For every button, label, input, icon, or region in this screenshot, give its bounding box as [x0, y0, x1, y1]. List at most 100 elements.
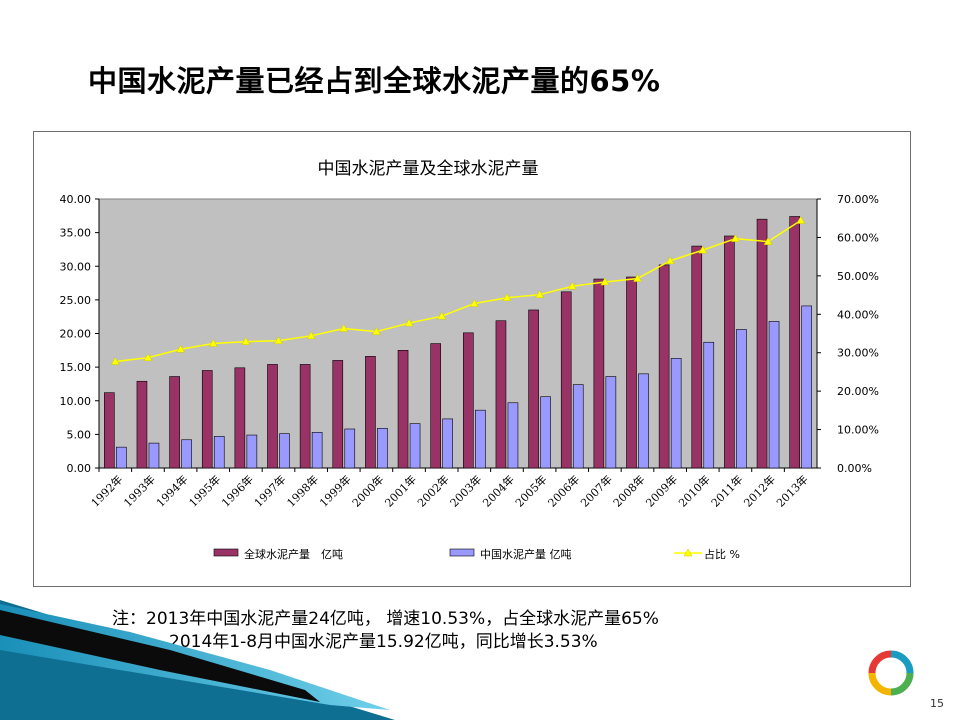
ratio-point — [665, 256, 675, 265]
x-tick-label: 2004年 — [480, 472, 517, 509]
x-tick-label: 2010年 — [675, 472, 712, 509]
notes: 注：2013年中国水泥产量24亿吨， 增速10.53%，占全球水泥产量65% 2… — [112, 608, 659, 654]
bar-global — [724, 235, 735, 469]
bar-china — [311, 432, 323, 469]
ratio-point — [698, 245, 708, 254]
bar-global — [593, 278, 605, 469]
y-right-tick-label: 60.00% — [837, 231, 879, 244]
bar-global — [397, 350, 409, 469]
bar-global — [789, 216, 800, 469]
bar-global — [756, 218, 768, 469]
logo-icon — [868, 650, 914, 696]
ratio-point — [274, 336, 283, 345]
bar-global — [267, 364, 278, 469]
x-tick-label: 1995年 — [186, 472, 223, 509]
bar-china — [540, 396, 551, 469]
x-tick-label: 1996年 — [219, 472, 256, 509]
bar-global — [495, 320, 507, 469]
bar-global — [201, 370, 213, 469]
x-tick-label: 1993年 — [121, 472, 158, 509]
ratio-point — [763, 237, 773, 245]
chart-title: 中国水泥产量及全球水泥产量 — [318, 159, 539, 179]
y-right-tick-label: 20.00% — [837, 385, 879, 398]
ratio-point — [143, 353, 153, 361]
bar-global — [169, 376, 180, 469]
bar-global — [104, 392, 115, 469]
ratio-point — [339, 324, 349, 332]
bar-global — [626, 276, 637, 469]
ratio-point — [730, 234, 740, 242]
note-line-1: 注：2013年中国水泥产量24亿吨， 增速10.53%，占全球水泥产量65% — [112, 609, 659, 629]
bar-global — [528, 309, 539, 469]
ratio-point — [600, 277, 610, 286]
legend-label: 全球水泥产量 亿吨 — [244, 547, 343, 561]
ratio-point — [796, 216, 806, 224]
bar-china — [801, 305, 812, 469]
bar-china — [181, 439, 192, 469]
bar-china — [279, 433, 290, 469]
x-tick-label: 1992年 — [88, 472, 125, 509]
bar-global — [658, 264, 670, 469]
x-tick-label: 2005年 — [512, 472, 549, 509]
ratio-point — [176, 344, 186, 353]
bar-china — [116, 446, 127, 469]
bar-china — [475, 409, 486, 469]
bar-china — [148, 442, 160, 469]
ratio-point — [241, 337, 251, 345]
x-tick-label: 2000年 — [349, 472, 386, 509]
bar-global — [299, 364, 311, 469]
note-line-2: 2014年1-8月中国水泥产量15.92亿吨，同比增长3.53% — [169, 632, 598, 652]
x-tick-label: 2006年 — [545, 472, 582, 509]
slide-title: 中国水泥产量已经占到全球水泥产量的65% — [88, 64, 661, 98]
bar-china — [246, 434, 258, 469]
ratio-point — [567, 281, 577, 290]
x-tick-label: 2001年 — [382, 472, 419, 509]
ratio-point — [110, 357, 120, 365]
y-left-tick-label: 40.00 — [60, 193, 92, 206]
x-tick-label: 2008年 — [610, 472, 647, 509]
legend-swatch — [213, 548, 239, 557]
y-left-tick-label: 0.00 — [67, 462, 92, 475]
y-right-tick-label: 0.00% — [837, 462, 872, 475]
y-left-tick-label: 20.00 — [60, 328, 92, 341]
chart-svg: 中国水泥产量及全球水泥产量 0.00 5.00 10.00 15.00 20.00 25.0… — [60, 159, 879, 561]
legend-swatch — [449, 548, 475, 557]
ratio-point — [371, 327, 381, 335]
x-tick-label: 2003年 — [447, 472, 484, 509]
x-tick-label: 2009年 — [643, 472, 680, 509]
y-right-tick-label: 50.00% — [837, 270, 879, 283]
y-left-tick-label: 5.00 — [67, 428, 92, 441]
ratio-point — [437, 311, 447, 320]
bar-china — [507, 402, 519, 469]
bar-global — [430, 343, 441, 469]
y-left-tick-label: 25.00 — [60, 294, 92, 307]
bar-china — [736, 329, 747, 469]
x-tick-label: 1997年 — [251, 472, 288, 509]
x-tick-label: 2007年 — [578, 472, 615, 509]
legend-marker — [683, 548, 693, 557]
page-number: 15 — [930, 697, 944, 710]
y-left-tick-label: 10.00 — [60, 395, 92, 408]
x-tick-label: 2002年 — [414, 472, 451, 509]
bar-china — [344, 428, 356, 469]
ratio-point — [208, 338, 218, 347]
legend-label: 中国水泥产量 亿吨 — [480, 547, 572, 561]
bar-global — [365, 356, 376, 469]
bar-china — [605, 376, 617, 469]
ratio-point — [535, 290, 545, 298]
x-tick-label: 1999年 — [316, 472, 353, 509]
bar-china — [670, 358, 682, 469]
y-left-tick-label: 15.00 — [60, 361, 92, 374]
bar-global — [463, 332, 474, 469]
bar-china — [572, 384, 584, 469]
y-left-tick-label: 35.00 — [60, 227, 92, 240]
ratio-point — [502, 293, 512, 302]
ratio-point — [404, 318, 414, 327]
bar-global — [332, 360, 344, 469]
bar-global — [691, 245, 703, 469]
decorative-swoosh — [0, 600, 395, 720]
bar-china — [638, 373, 649, 469]
bar-china — [442, 418, 453, 469]
bar-global — [136, 380, 148, 469]
y-left-tick-label: 30.00 — [60, 260, 92, 273]
